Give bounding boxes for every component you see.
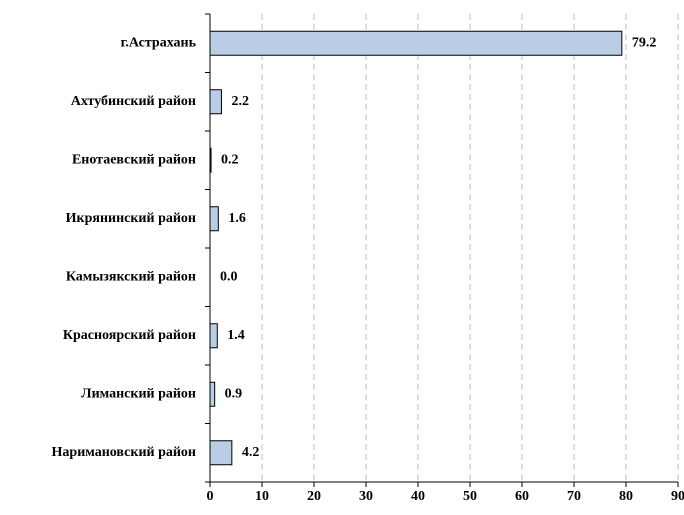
- x-tick-label: 80: [619, 489, 633, 504]
- x-tick-label: 10: [255, 489, 269, 504]
- value-label: 1.6: [228, 211, 246, 226]
- bar: [209, 323, 218, 349]
- value-label: 0.9: [225, 386, 243, 401]
- y-tick-label: Красноярский район: [63, 328, 196, 343]
- value-label: 1.4: [227, 328, 245, 343]
- x-tick-label: 40: [411, 489, 425, 504]
- y-tick-label: Енотаевский район: [72, 152, 196, 167]
- x-tick-label: 30: [359, 489, 373, 504]
- value-label: 4.2: [242, 445, 260, 460]
- x-tick-label: 20: [307, 489, 321, 504]
- bar: [209, 206, 219, 232]
- bar: [209, 147, 212, 173]
- y-tick-label: г.Астрахань: [121, 35, 197, 50]
- x-tick-label: 0: [207, 489, 214, 504]
- bar: [209, 440, 233, 466]
- x-tick-label: 60: [515, 489, 529, 504]
- y-tick-label: Лиманский район: [81, 386, 196, 401]
- value-label: 2.2: [231, 94, 249, 109]
- bar: [209, 89, 222, 115]
- x-tick-label: 70: [567, 489, 581, 504]
- y-tick-label: Ахтубинский район: [71, 94, 196, 109]
- y-tick-label: Наримановский район: [52, 445, 196, 460]
- bar: [209, 30, 623, 56]
- x-tick-label: 90: [671, 489, 684, 504]
- x-tick-label: 50: [463, 489, 477, 504]
- value-label: 79.2: [632, 35, 657, 50]
- value-label: 0.2: [221, 152, 239, 167]
- value-label: 0.0: [220, 269, 238, 284]
- y-tick-label: Икрянинский район: [66, 211, 196, 226]
- y-tick-label: Камызякский район: [66, 269, 196, 284]
- bar: [209, 381, 216, 407]
